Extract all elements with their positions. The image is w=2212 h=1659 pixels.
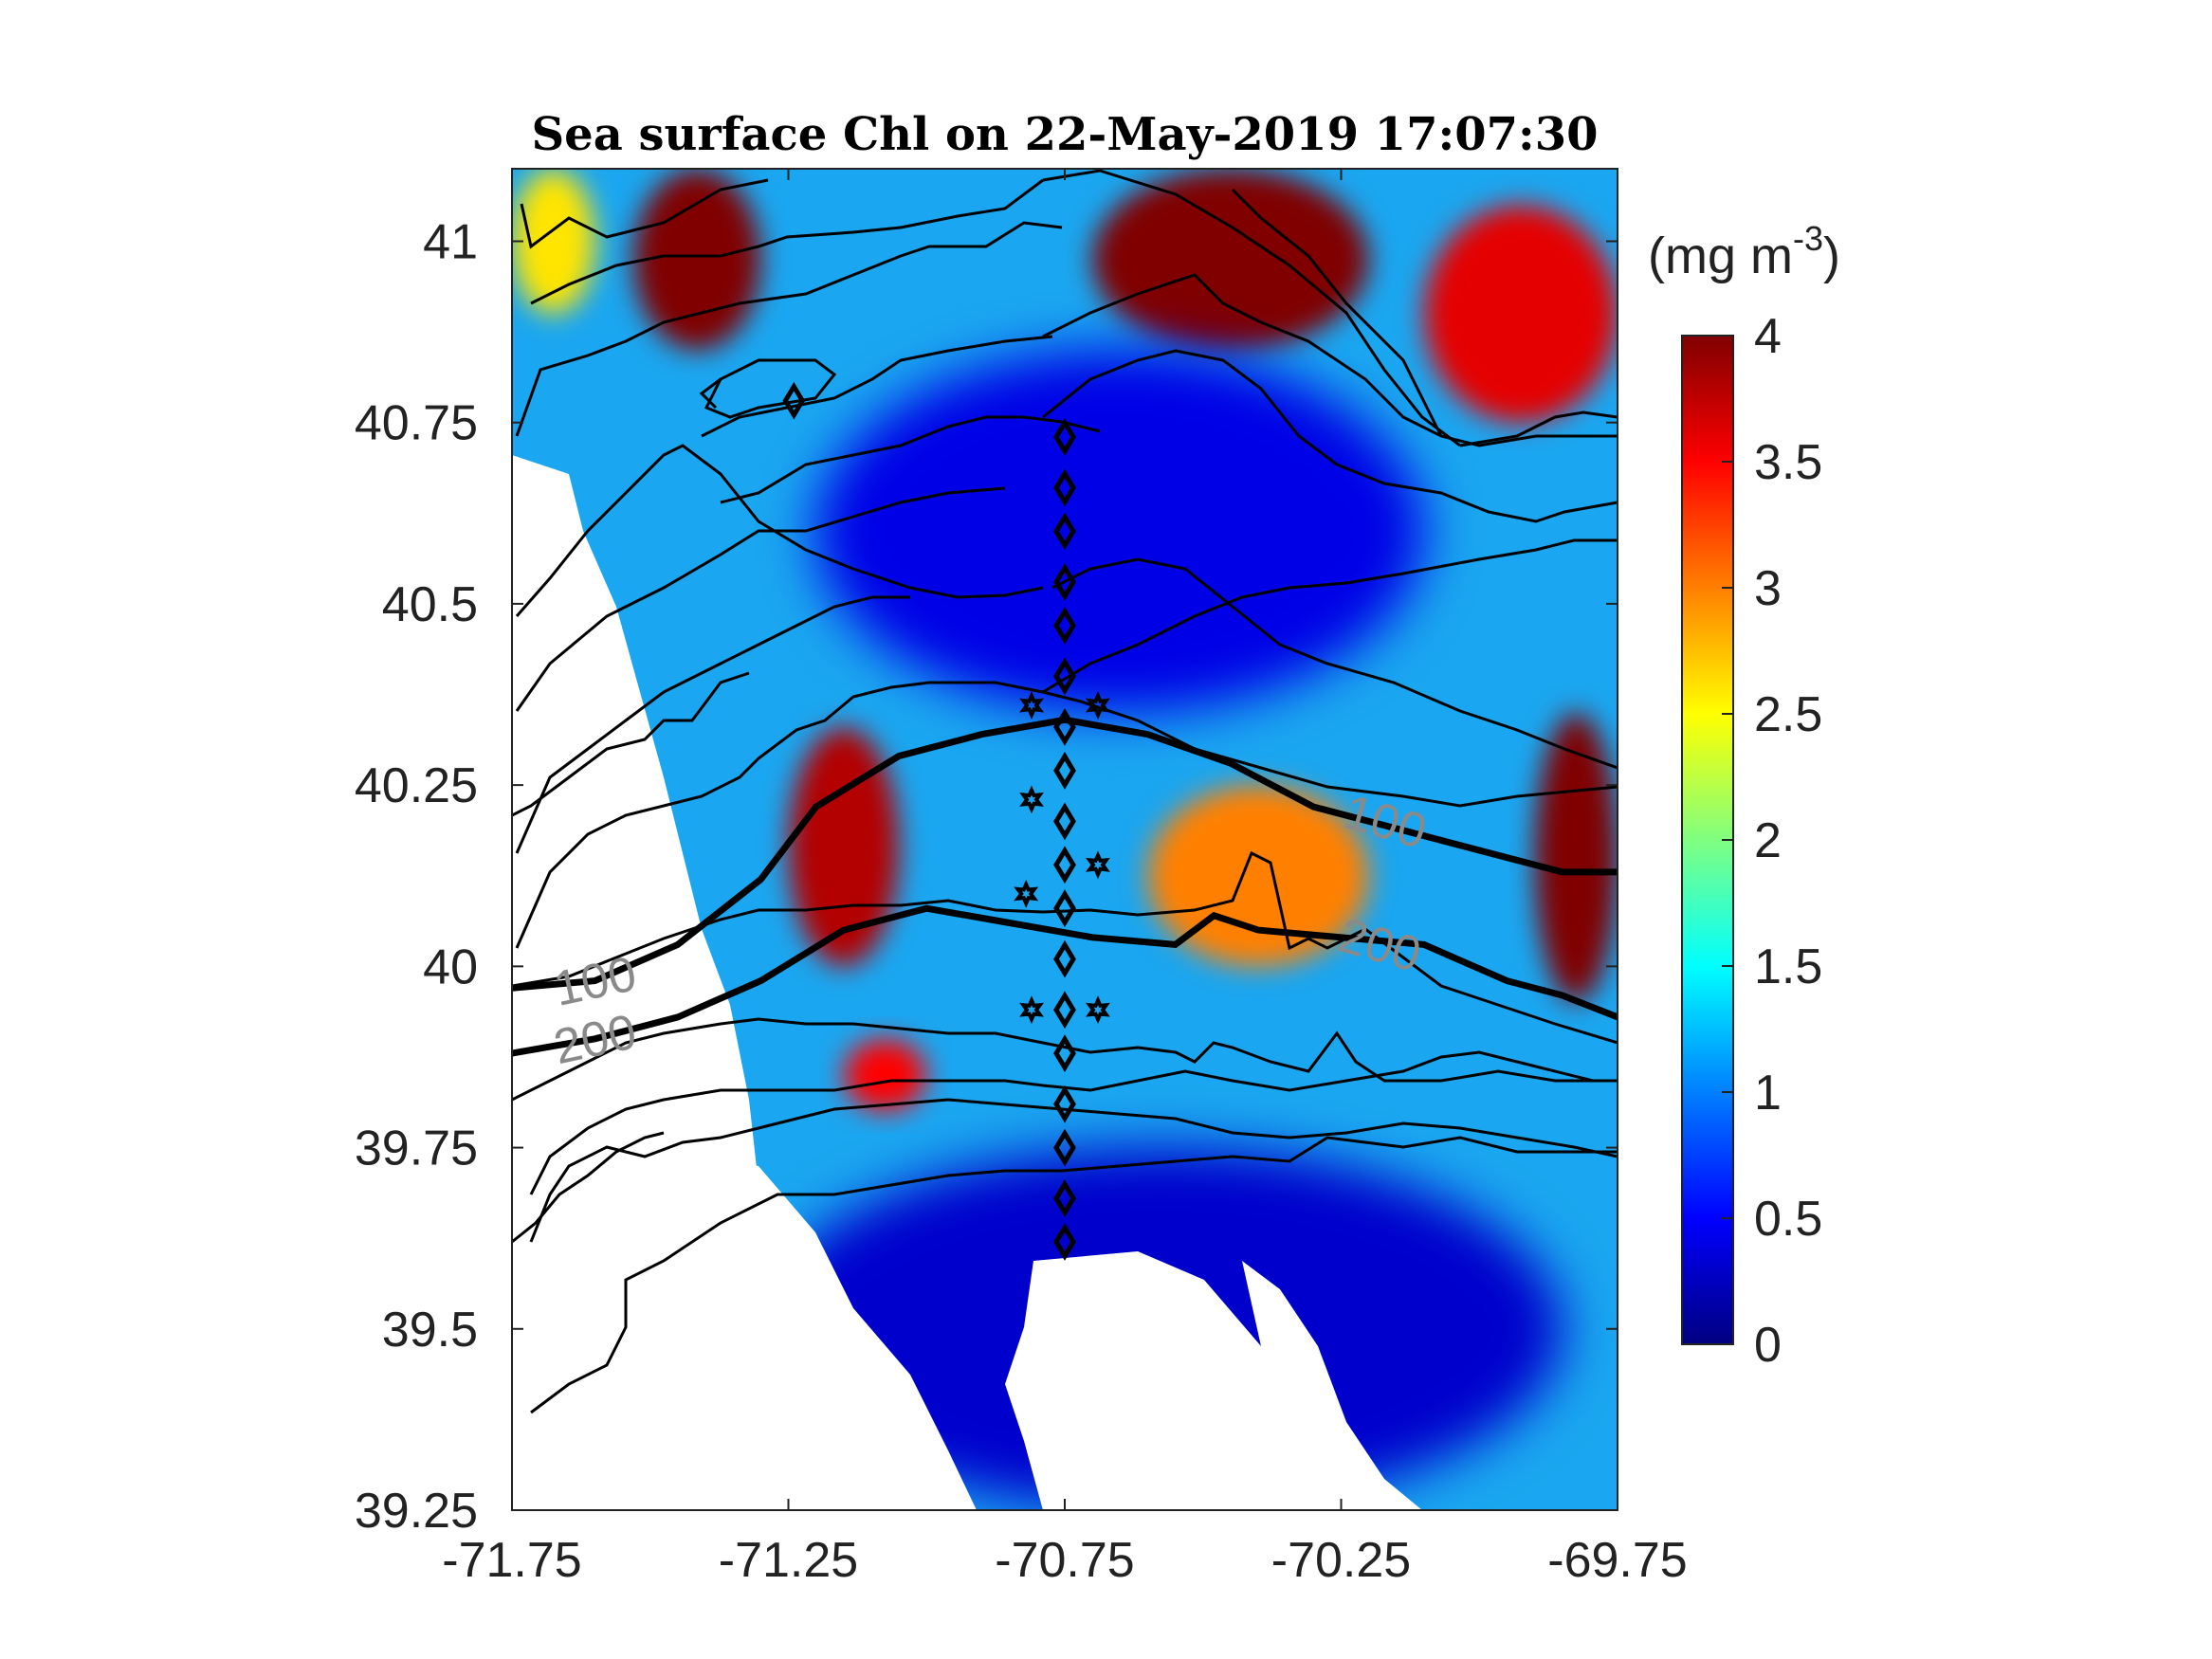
y-tick-label: 39.25	[355, 1484, 478, 1539]
station-diamond	[782, 381, 806, 420]
colorbar-label-close: )	[1823, 228, 1840, 284]
station-diamond	[1053, 512, 1076, 551]
x-axis: -71.75 -71.25 -70.75 -70.25 -69.75	[442, 169, 1688, 1588]
station-diamond	[1053, 889, 1076, 928]
station-diamond	[1053, 607, 1076, 645]
station-star	[1014, 879, 1039, 908]
y-tick-label: 39.5	[382, 1303, 478, 1358]
colorbar-tick-label: 0.5	[1754, 1192, 1822, 1247]
station-star	[1019, 691, 1045, 720]
chl-region-central-low	[815, 350, 1424, 713]
isobaths	[512, 169, 1618, 1414]
station-diamond	[1053, 1085, 1076, 1123]
station-diamond	[1053, 468, 1076, 507]
station-diamond	[1053, 939, 1076, 978]
colorbar-tick-label: 3.5	[1754, 435, 1822, 490]
y-tick-label: 40.75	[355, 396, 478, 451]
station-diamond	[1053, 1179, 1076, 1217]
y-tick-label: 39.75	[355, 1121, 478, 1176]
x-tick-label: -71.25	[719, 1533, 858, 1588]
colorbar-tick-label: 0	[1754, 1318, 1782, 1373]
station-diamond	[1053, 708, 1076, 746]
station-diamond	[1053, 657, 1076, 696]
station-diamond	[1053, 802, 1076, 841]
y-tick-label: 40.25	[355, 758, 478, 813]
station-diamond	[1053, 751, 1076, 790]
chl-region-ne-bloom	[1423, 205, 1618, 423]
chl-map	[512, 169, 1618, 1510]
station-diamond	[1053, 1034, 1076, 1072]
chart-title: Sea surface Chl on 22-May-2019 17:07:30	[531, 108, 1598, 161]
station-diamond	[1053, 1223, 1076, 1261]
colorbar-tick-label: 1.5	[1754, 939, 1822, 994]
chl-region-east-shelf-edge	[1534, 712, 1618, 1003]
no-data-se	[1242, 1261, 1422, 1510]
x-tick-label: -70.75	[995, 1533, 1134, 1588]
colorbar-label-main: (mg m	[1648, 228, 1793, 284]
x-tick-label: -71.75	[442, 1533, 581, 1588]
no-data-mask	[512, 455, 1422, 1510]
chl-region-coastal-high	[512, 169, 595, 314]
chl-region-slope-sw-patch	[843, 1038, 927, 1112]
isobath-200	[512, 904, 1618, 1057]
station-diamond	[1053, 846, 1076, 884]
y-tick-label: 41	[423, 214, 478, 269]
station-star	[1085, 850, 1110, 880]
y-tick-label: 40.5	[382, 577, 478, 632]
station-star	[1019, 785, 1045, 814]
station-diamond	[1053, 563, 1076, 601]
station-diamond	[1053, 991, 1076, 1030]
station-star	[1085, 995, 1110, 1025]
isobath-100	[512, 716, 1618, 992]
no-data-south	[1005, 1251, 1365, 1510]
colorbar-tick-label: 1	[1754, 1066, 1782, 1121]
x-tick-label: -70.25	[1271, 1533, 1411, 1588]
station-star	[1085, 691, 1110, 720]
no-data-sw	[512, 1119, 977, 1510]
colorbar-label-exponent: -3	[1793, 219, 1823, 258]
y-axis: 39.25 39.5 39.75 40 40.25 40.5 40.75 41	[355, 214, 1618, 1539]
colorbar-ticks: 0 0.5 1 1.5 2 2.5 3 3.5 4	[1722, 309, 1822, 1373]
colorbar-tick-label: 4	[1754, 309, 1782, 364]
colorbar-label: (mg m-3)	[1648, 219, 1840, 284]
chl-region-n-central-bloom	[1092, 169, 1369, 351]
stations	[782, 381, 1110, 1261]
thin-contours	[512, 169, 1618, 1414]
colorbar-tick-label: 2.5	[1754, 687, 1822, 742]
colorbar: 0 0.5 1 1.5 2 2.5 3 3.5 4 (mg m-3)	[1648, 219, 1840, 1373]
station-diamond	[1053, 1128, 1076, 1167]
x-tick-label: -69.75	[1547, 1533, 1687, 1588]
y-tick-label: 40	[423, 939, 478, 994]
station-star	[1019, 995, 1045, 1025]
colorbar-tick-label: 2	[1754, 813, 1782, 868]
station-diamond	[1053, 418, 1076, 456]
colorbar-tick-label: 3	[1754, 561, 1782, 616]
